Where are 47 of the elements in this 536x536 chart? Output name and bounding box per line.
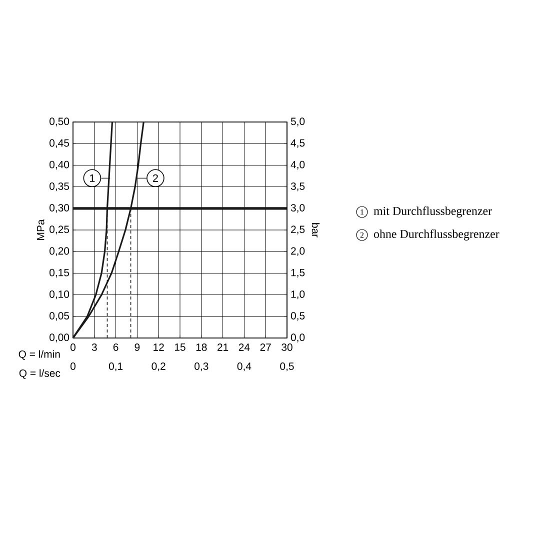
x-tick-label: 30 [282,344,292,351]
y-tick-label: 0,00 [50,334,70,342]
y-tick-label: 0,25 [50,226,70,234]
x-tick-label: 6 [113,344,118,351]
x-tick-label: 12 [154,344,164,351]
y2-tick-label: 4,0 [290,160,305,170]
x2-tick-label: 0,4 [237,362,252,372]
annotation: 1 [90,174,95,182]
y-tick-label: 0,15 [50,268,70,278]
y2-tick-label: 0,5 [290,312,305,321]
y2-tick-label: 1,0 [291,290,305,300]
x-tick-label: 21 [218,344,228,351]
x-tick-label: 3 [92,344,97,351]
legend-label: mit Durchflussbegrenzer [374,206,492,218]
legend-label: ohne Durchflussbegrenzer [374,229,500,240]
y2-tick-label: 2,5 [291,226,305,234]
x-tick-label: 24 [238,344,250,351]
x-tick-label: 27 [260,344,271,351]
x-tick-label: 9 [134,344,140,351]
y2-tick-label: 5,0 [290,118,305,126]
annotation: 2 [152,174,158,182]
y2-tick-label: 3,0 [290,204,305,213]
x2-tick-label: 0,2 [152,362,166,372]
y2-tick-label: 1,5 [291,268,305,278]
y-tick-label: 0,20 [50,247,70,256]
y-tick-label: 0,05 [50,312,70,321]
y2-tick-label: 4,5 [290,139,305,148]
y-tick-label: 0,35 [50,182,70,192]
y-tick-label: 0,40 [50,160,70,170]
x2-axis-title: Q = l/sec [19,369,60,379]
x-axis-title: Q = l/min [18,350,60,360]
x2-tick-label: 0 [70,362,76,370]
x-tick-label: 0 [70,344,76,351]
y-axis-title: MPa [36,219,44,240]
y-tick-label: 0,45 [50,139,70,148]
x2-tick-label: 0,3 [194,362,208,372]
x-tick-label: 18 [196,344,207,351]
x2-tick-label: 0,5 [280,362,294,372]
y-tick-label: 0,50 [50,118,70,126]
y2-tick-label: 3,5 [290,182,305,192]
y-tick-label: 0,10 [50,290,70,300]
y2-axis-title: bar [312,223,320,238]
y2-tick-label: 0,0 [290,334,305,342]
x-tick-label: 15 [174,344,186,351]
x2-tick-label: 0,1 [108,362,123,372]
y2-tick-label: 2,0 [291,247,305,256]
y-tick-label: 0,30 [50,204,70,213]
